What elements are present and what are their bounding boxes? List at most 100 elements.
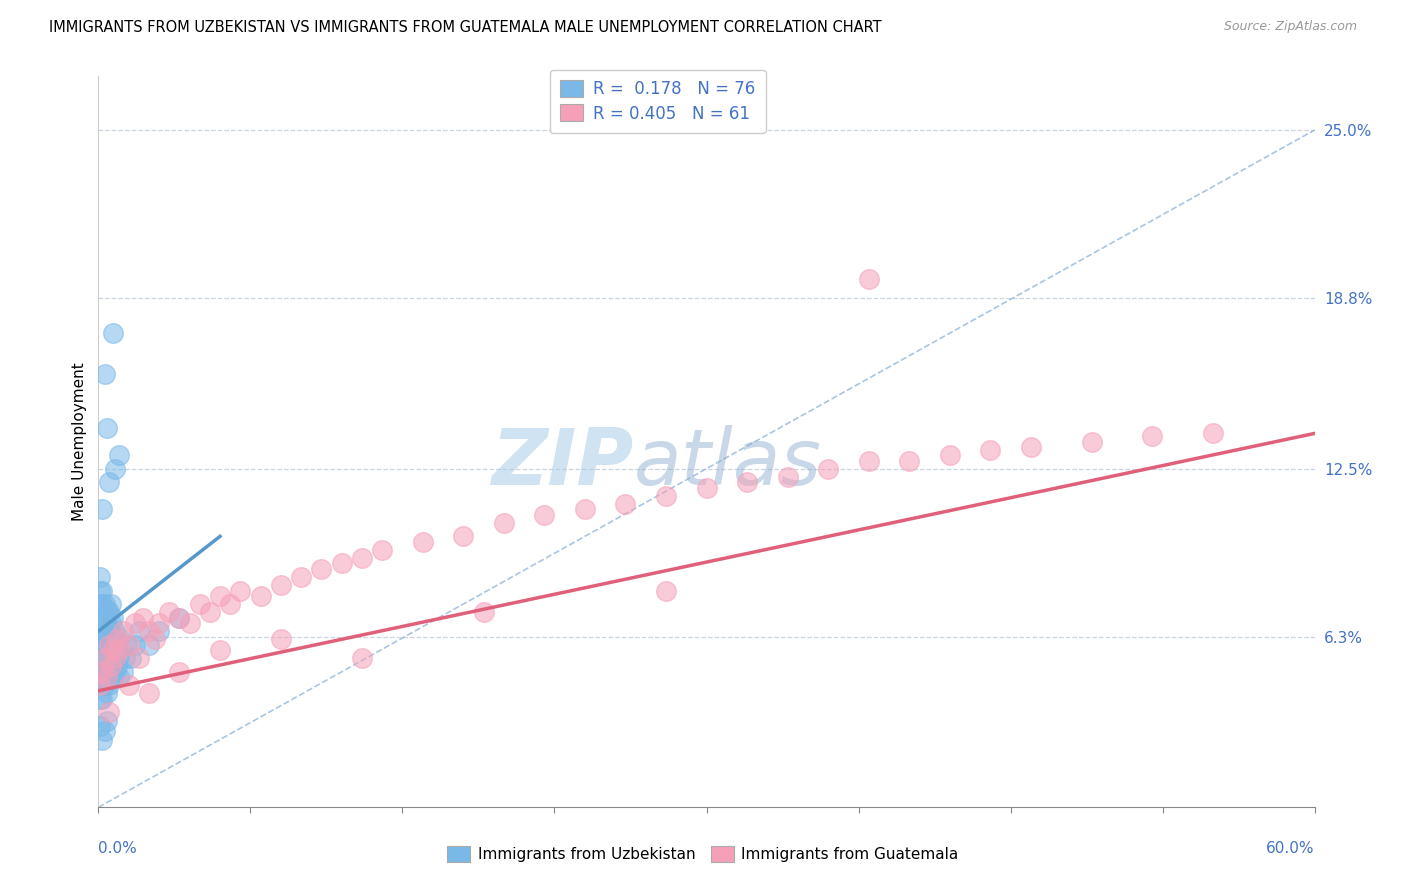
- Point: [101, 643, 124, 657]
- Point: [89, 692, 111, 706]
- Point: [97, 638, 120, 652]
- Point: [91, 502, 114, 516]
- Point: [148, 624, 170, 639]
- Point: [96, 615, 118, 630]
- Point: [101, 610, 124, 624]
- Point: [107, 670, 129, 684]
- Point: [696, 481, 718, 495]
- Point: [93, 724, 115, 739]
- Point: [270, 632, 292, 647]
- Point: [89, 583, 111, 598]
- Point: [350, 551, 373, 566]
- Point: [104, 461, 127, 475]
- Point: [118, 638, 141, 652]
- Point: [169, 610, 191, 624]
- Point: [89, 570, 111, 584]
- Point: [209, 589, 232, 603]
- Point: [93, 651, 115, 665]
- Point: [97, 678, 120, 692]
- Point: [89, 624, 111, 639]
- Point: [89, 678, 111, 692]
- Point: [89, 610, 111, 624]
- Point: [91, 651, 114, 665]
- Point: [89, 597, 111, 611]
- Point: [105, 632, 128, 647]
- Point: [89, 719, 111, 733]
- Point: [91, 678, 114, 692]
- Point: [157, 605, 180, 619]
- Point: [107, 630, 129, 644]
- Text: IMMIGRANTS FROM UZBEKISTAN VS IMMIGRANTS FROM GUATEMALA MALE UNEMPLOYMENT CORREL: IMMIGRANTS FROM UZBEKISTAN VS IMMIGRANTS…: [49, 20, 882, 35]
- Point: [330, 557, 353, 571]
- Point: [101, 670, 124, 684]
- Point: [143, 632, 166, 647]
- Point: [898, 453, 921, 467]
- Point: [858, 272, 880, 286]
- Point: [229, 583, 252, 598]
- Point: [93, 651, 115, 665]
- Point: [105, 659, 128, 673]
- Point: [93, 367, 115, 381]
- Point: [89, 665, 111, 679]
- Point: [93, 597, 115, 611]
- Point: [128, 624, 150, 639]
- Point: [93, 638, 115, 652]
- Point: [124, 638, 146, 652]
- Point: [93, 624, 115, 639]
- Point: [655, 489, 678, 503]
- Point: [776, 469, 799, 483]
- Text: Source: ZipAtlas.com: Source: ZipAtlas.com: [1223, 20, 1357, 33]
- Point: [111, 665, 134, 679]
- Point: [104, 624, 127, 639]
- Point: [97, 643, 120, 657]
- Point: [107, 448, 129, 462]
- Point: [93, 665, 115, 679]
- Point: [1202, 426, 1225, 441]
- Point: [118, 678, 141, 692]
- Point: [858, 453, 880, 467]
- Point: [138, 686, 160, 700]
- Point: [91, 583, 114, 598]
- Point: [979, 442, 1001, 457]
- Point: [96, 670, 118, 684]
- Point: [132, 610, 155, 624]
- Text: 0.0%: 0.0%: [98, 841, 138, 856]
- Point: [198, 605, 221, 619]
- Point: [97, 624, 120, 639]
- Point: [169, 665, 191, 679]
- Point: [91, 624, 114, 639]
- Point: [111, 624, 134, 639]
- Point: [128, 651, 150, 665]
- Point: [1142, 429, 1164, 443]
- Point: [270, 578, 292, 592]
- Point: [97, 706, 120, 720]
- Point: [148, 615, 170, 630]
- Point: [97, 475, 120, 490]
- Point: [96, 602, 118, 616]
- Point: [96, 651, 118, 665]
- Point: [114, 651, 136, 665]
- Point: [120, 651, 142, 665]
- Point: [91, 597, 114, 611]
- Point: [100, 659, 122, 673]
- Y-axis label: Male Unemployment: Male Unemployment: [72, 362, 87, 521]
- Point: [96, 686, 118, 700]
- Point: [472, 605, 495, 619]
- Point: [91, 638, 114, 652]
- Point: [105, 638, 128, 652]
- Point: [104, 643, 127, 657]
- Point: [209, 643, 232, 657]
- Point: [89, 651, 111, 665]
- Point: [100, 597, 122, 611]
- Point: [89, 678, 111, 692]
- Point: [290, 570, 312, 584]
- Point: [101, 630, 124, 644]
- Point: [91, 692, 114, 706]
- Point: [249, 589, 271, 603]
- Text: atlas: atlas: [634, 425, 821, 501]
- Point: [96, 421, 118, 435]
- Legend: Immigrants from Uzbekistan, Immigrants from Guatemala: Immigrants from Uzbekistan, Immigrants f…: [441, 840, 965, 868]
- Point: [655, 583, 678, 598]
- Point: [96, 714, 118, 728]
- Point: [91, 732, 114, 747]
